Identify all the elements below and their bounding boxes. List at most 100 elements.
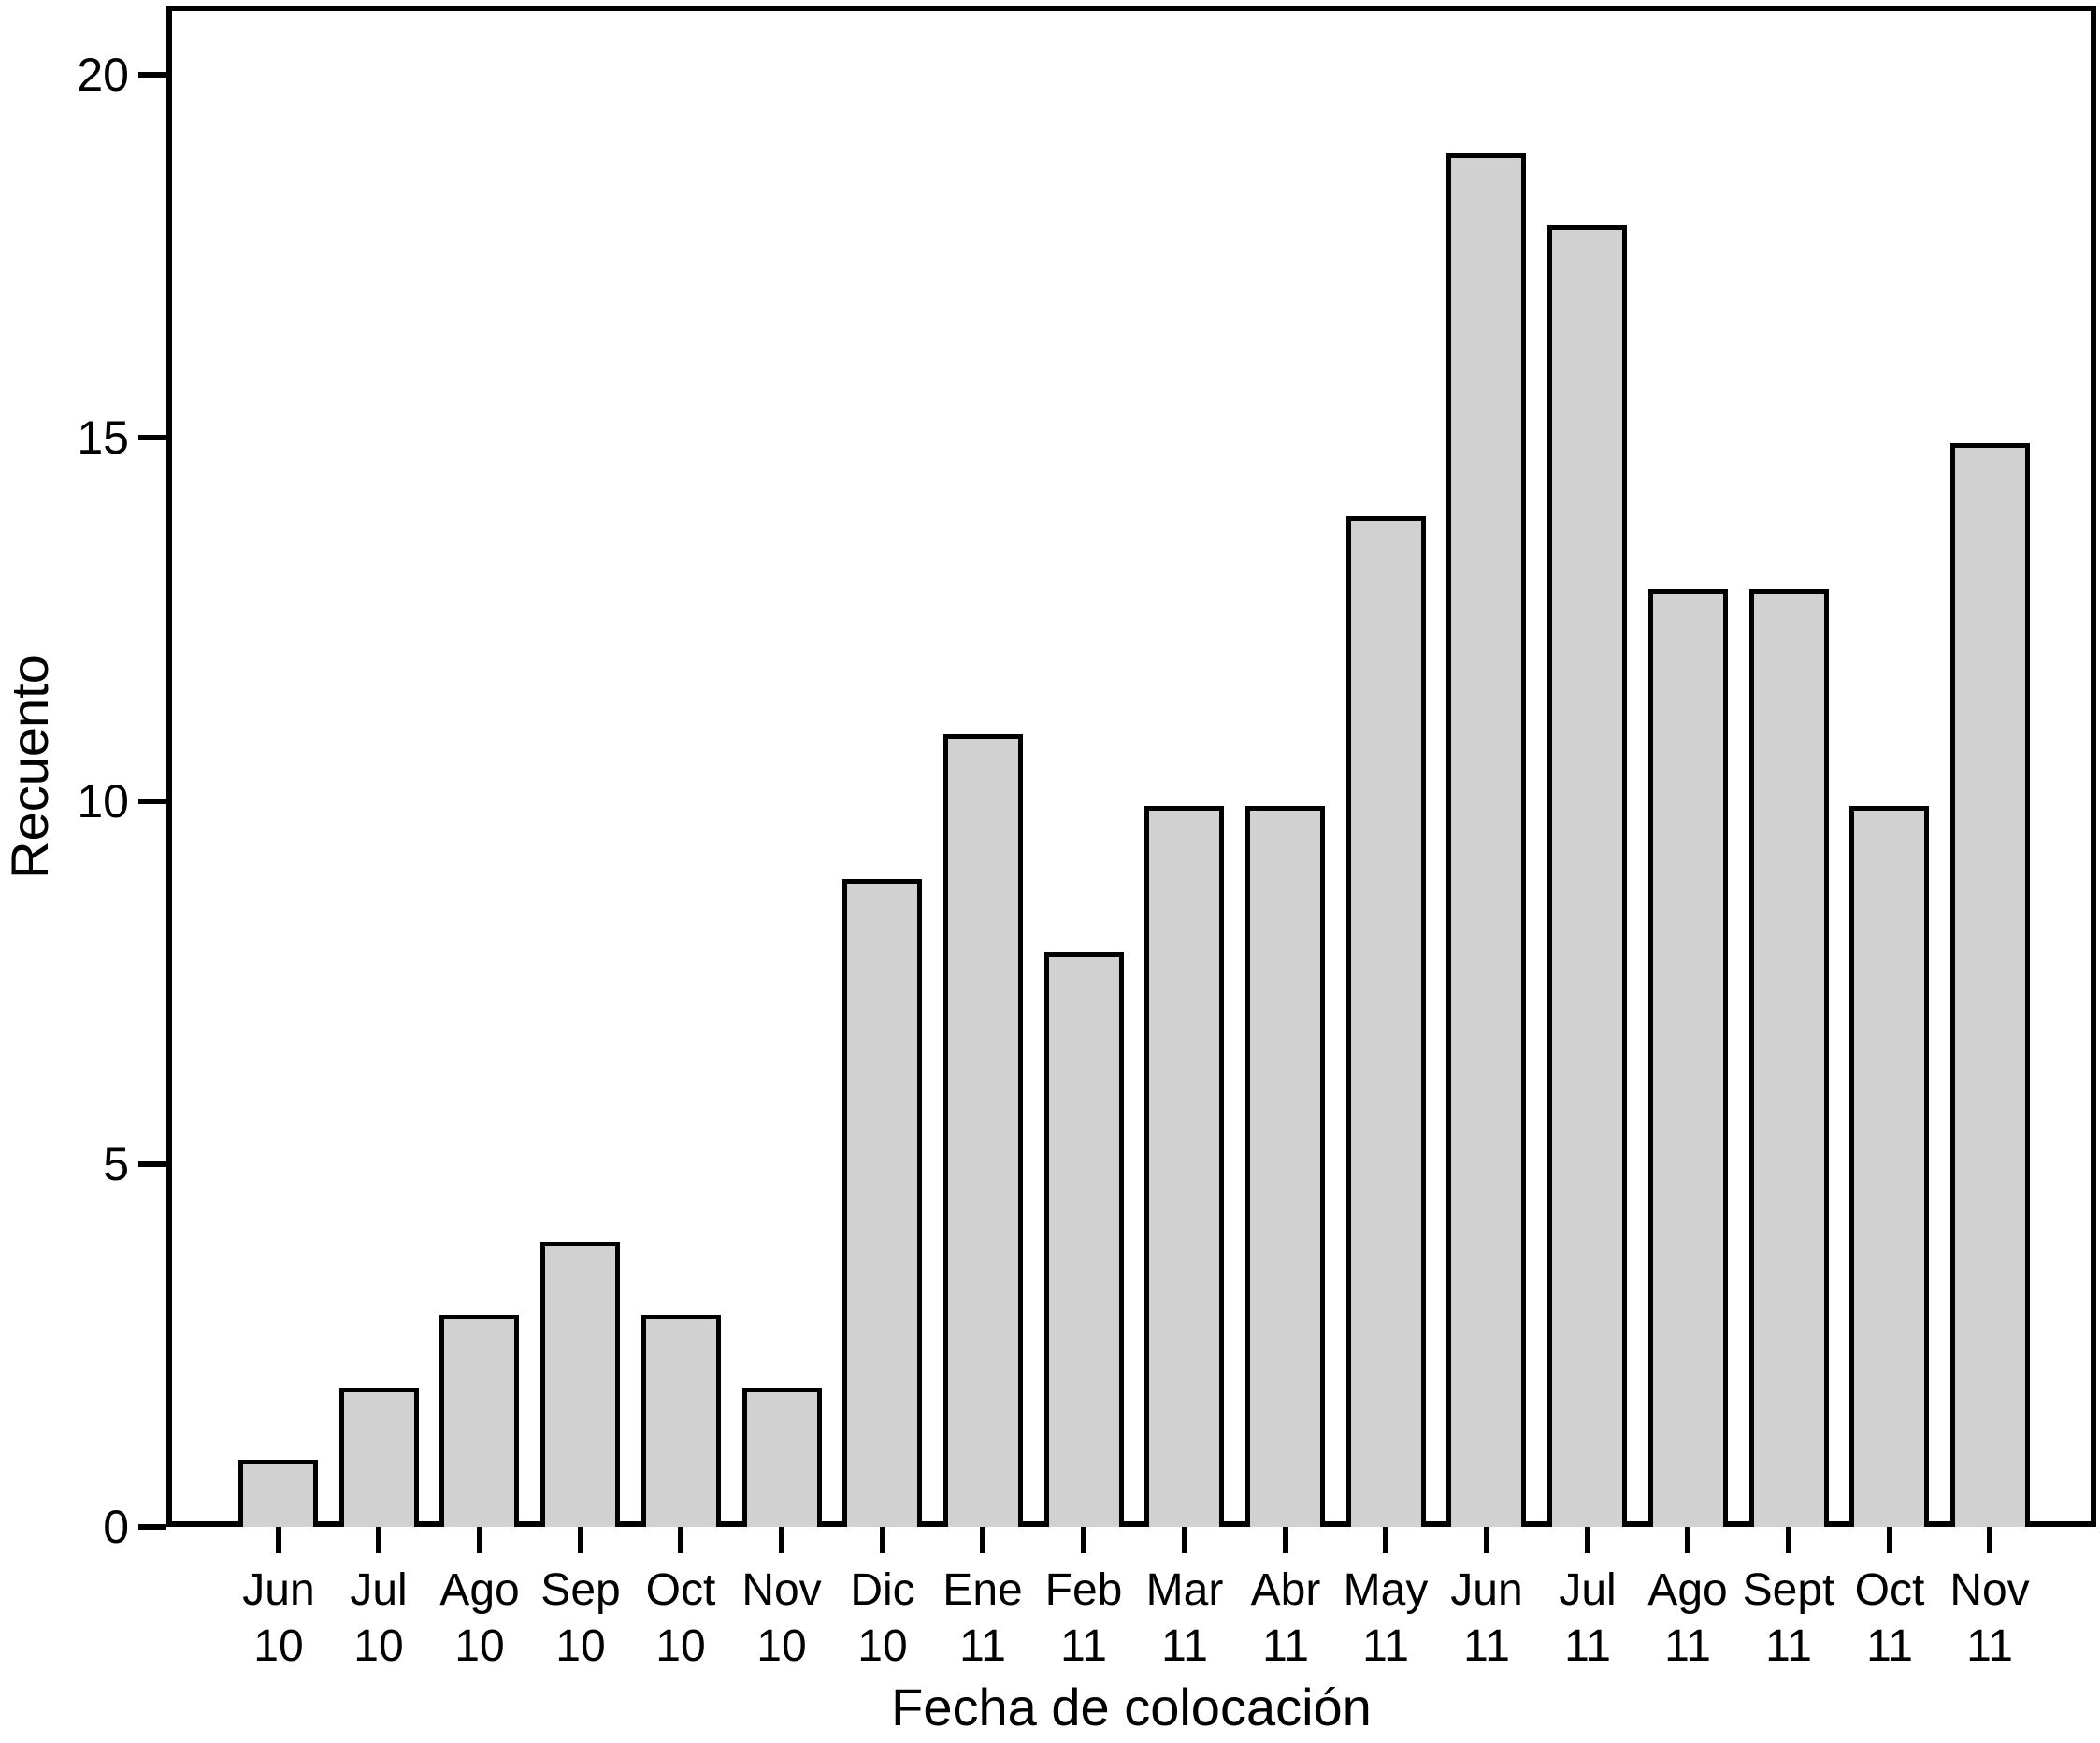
bar — [842, 879, 922, 1527]
x-tick-label-year: 10 — [756, 1621, 807, 1671]
x-tick-label-year: 11 — [1463, 1621, 1510, 1671]
bar — [1749, 589, 1829, 1527]
bar — [238, 1460, 318, 1527]
x-tick-label-month: Dic — [850, 1565, 915, 1615]
x-tick — [1182, 1527, 1187, 1553]
x-tick — [1786, 1527, 1791, 1553]
x-tick-label-year: 11 — [1664, 1621, 1711, 1671]
x-tick-label: Mar 11 — [1124, 1563, 1245, 1675]
x-tick-label-month: Ago — [1647, 1565, 1728, 1615]
x-tick-label-month: Jul — [1559, 1565, 1617, 1615]
x-tick-label-month: Oct — [1854, 1565, 1925, 1615]
x-tick — [779, 1527, 784, 1553]
y-tick-label: 20 — [77, 49, 129, 101]
y-tick-label: 0 — [103, 1501, 129, 1553]
x-tick-label-year: 10 — [655, 1621, 706, 1671]
x-tick-label: Nov 10 — [721, 1563, 842, 1675]
x-tick-label-year: 11 — [1564, 1621, 1611, 1671]
x-tick-label: Sept 11 — [1728, 1563, 1849, 1675]
x-tick-label: Oct 11 — [1829, 1563, 1950, 1675]
bar — [1144, 806, 1224, 1527]
x-tick-label-month: Nov — [1949, 1565, 2030, 1615]
bar — [1446, 153, 1526, 1527]
x-tick-label: Jul 11 — [1527, 1563, 1648, 1675]
x-tick-label-month: Ago — [439, 1565, 520, 1615]
x-tick — [1081, 1527, 1086, 1553]
x-tick-label-year: 10 — [555, 1621, 606, 1671]
y-tick — [138, 72, 166, 78]
y-tick — [138, 435, 166, 441]
bar — [1245, 806, 1325, 1527]
bar — [1044, 952, 1124, 1527]
x-axis-title: Fecha de colocación — [891, 1678, 1372, 1736]
x-tick — [1685, 1527, 1690, 1553]
x-tick — [578, 1527, 583, 1553]
x-tick-label: Feb 11 — [1023, 1563, 1144, 1675]
x-tick — [276, 1527, 281, 1553]
x-tick-label-year: 11 — [1966, 1621, 2013, 1671]
y-axis-title: Recuento — [0, 655, 59, 879]
bar — [540, 1242, 620, 1527]
x-tick-label-month: Mar — [1145, 1565, 1224, 1615]
bar — [339, 1388, 419, 1527]
y-tick — [138, 1524, 166, 1530]
x-tick-label-month: Sep — [540, 1565, 621, 1615]
x-tick — [1383, 1527, 1388, 1553]
x-tick — [1987, 1527, 1992, 1553]
bar — [943, 734, 1023, 1527]
bar — [1547, 225, 1627, 1527]
y-tick-label: 15 — [77, 411, 129, 465]
x-tick-label: Jun 11 — [1426, 1563, 1547, 1675]
x-tick-label-month: Jun — [1450, 1565, 1523, 1615]
x-tick-label-year: 10 — [857, 1621, 908, 1671]
y-tick — [138, 1160, 166, 1167]
x-tick-label-year: 11 — [1161, 1621, 1208, 1671]
x-tick — [880, 1527, 885, 1553]
x-tick-label-year: 11 — [1060, 1621, 1107, 1671]
x-tick-label: May 11 — [1325, 1563, 1446, 1675]
x-tick-label-year: 11 — [959, 1621, 1006, 1671]
x-tick-label-month: Abr — [1250, 1565, 1321, 1615]
bar — [1648, 589, 1728, 1527]
x-tick-label-month: Ene — [942, 1565, 1023, 1615]
x-tick-label: Dic 10 — [822, 1563, 943, 1675]
bar — [742, 1388, 822, 1527]
x-tick — [980, 1527, 985, 1553]
x-tick-label-month: Jul — [350, 1565, 408, 1615]
x-tick-label: Sep 10 — [520, 1563, 641, 1675]
x-tick-label-month: May — [1343, 1565, 1429, 1615]
x-tick-label-month: Jun — [242, 1565, 315, 1615]
x-tick-label: Nov 11 — [1929, 1563, 2050, 1675]
x-tick — [1283, 1527, 1288, 1553]
x-tick — [1585, 1527, 1590, 1553]
x-tick — [678, 1527, 683, 1553]
x-tick-label-year: 11 — [1866, 1621, 1913, 1671]
x-tick-label: Abr 11 — [1225, 1563, 1346, 1675]
x-tick-label: Ene 11 — [922, 1563, 1043, 1675]
x-tick — [376, 1527, 381, 1553]
x-tick-label-year: 11 — [1362, 1621, 1409, 1671]
y-tick-label: 5 — [103, 1137, 129, 1190]
x-tick-label-month: Oct — [645, 1565, 716, 1615]
x-tick-label: Oct 10 — [620, 1563, 741, 1675]
x-tick-label: Jun 10 — [218, 1563, 339, 1675]
x-tick-label: Ago 10 — [419, 1563, 540, 1675]
x-tick-label-month: Nov — [741, 1565, 822, 1615]
x-tick — [1887, 1527, 1892, 1553]
x-tick-label-year: 11 — [1765, 1621, 1812, 1671]
x-tick — [1484, 1527, 1489, 1553]
bar — [1849, 806, 1929, 1527]
bar — [1950, 443, 2030, 1527]
x-tick-label-month: Feb — [1044, 1565, 1123, 1615]
x-tick-label-year: 10 — [353, 1621, 404, 1671]
bar — [439, 1315, 519, 1527]
x-tick-label-month: Sept — [1742, 1565, 1835, 1615]
y-tick-label: 10 — [77, 774, 129, 828]
y-tick — [138, 798, 166, 804]
bar — [641, 1315, 721, 1527]
x-tick-label-year: 11 — [1262, 1621, 1309, 1671]
x-tick-label: Ago 11 — [1627, 1563, 1748, 1675]
x-tick-label-year: 10 — [454, 1621, 505, 1671]
bar — [1346, 516, 1426, 1527]
